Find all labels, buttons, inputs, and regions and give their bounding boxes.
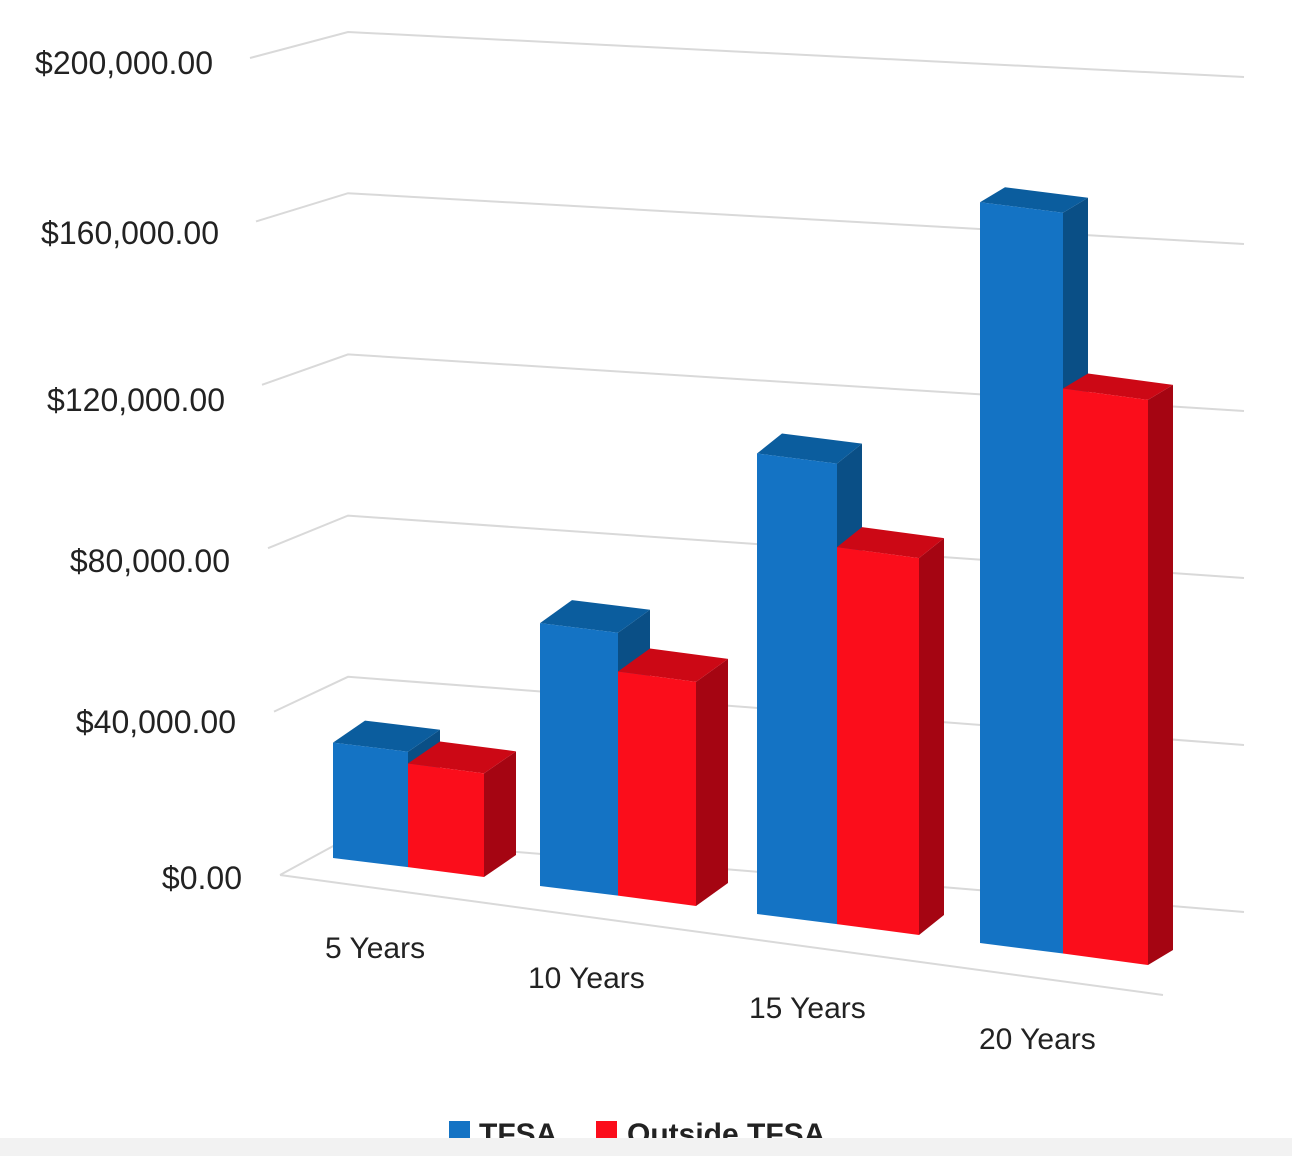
bar-top bbox=[1063, 373, 1173, 400]
bar bbox=[1063, 373, 1173, 965]
y-tick-label: $160,000.00 bbox=[41, 215, 219, 251]
bar-front bbox=[757, 453, 837, 925]
floor-edge bbox=[279, 874, 1164, 996]
x-tick-label: 5 Years bbox=[325, 932, 425, 965]
bar-top bbox=[540, 600, 650, 633]
bars bbox=[333, 187, 1173, 965]
gridline bbox=[273, 675, 1245, 746]
bar-top bbox=[980, 187, 1088, 213]
bar-front bbox=[333, 742, 408, 868]
y-tick-label: $120,000.00 bbox=[47, 382, 225, 418]
bar-top bbox=[408, 741, 516, 774]
bar-front bbox=[540, 623, 618, 896]
gridline bbox=[261, 353, 1245, 412]
gridlines bbox=[249, 30, 1245, 996]
bottom-strip bbox=[0, 1138, 1292, 1156]
bar-front bbox=[980, 202, 1063, 954]
y-tick-label: $200,000.00 bbox=[35, 45, 213, 81]
bar-top bbox=[837, 527, 944, 559]
bar bbox=[408, 741, 516, 877]
x-axis: 5 Years 10 Years 15 Years 20 Years bbox=[325, 932, 1096, 1056]
gridline bbox=[255, 192, 1245, 245]
bar-front bbox=[408, 763, 484, 877]
bar-front bbox=[837, 547, 919, 935]
x-tick-label: 15 Years bbox=[749, 992, 866, 1025]
bar-top bbox=[618, 648, 728, 682]
legend-swatch bbox=[449, 1121, 470, 1142]
bar-side bbox=[1148, 384, 1173, 965]
bar-side bbox=[696, 658, 728, 906]
legend-swatch bbox=[596, 1121, 617, 1142]
bar bbox=[618, 648, 728, 906]
bar-top bbox=[333, 720, 440, 752]
y-axis: $0.00 $40,000.00 $80,000.00 $120,000.00 $160… bbox=[35, 45, 242, 896]
x-tick-label: 20 Years bbox=[979, 1023, 1096, 1056]
y-tick-label: $80,000.00 bbox=[70, 543, 230, 579]
y-tick-label: $0.00 bbox=[162, 860, 242, 896]
bar bbox=[837, 527, 944, 935]
bar-side bbox=[919, 538, 944, 935]
bar-front bbox=[1063, 388, 1148, 965]
bar-front bbox=[618, 671, 696, 906]
x-tick-label: 10 Years bbox=[528, 962, 645, 995]
bar-side bbox=[484, 751, 516, 877]
gridline bbox=[267, 514, 1245, 579]
y-tick-label: $40,000.00 bbox=[76, 704, 236, 740]
bar-top bbox=[757, 433, 862, 464]
gridline bbox=[249, 30, 1245, 78]
